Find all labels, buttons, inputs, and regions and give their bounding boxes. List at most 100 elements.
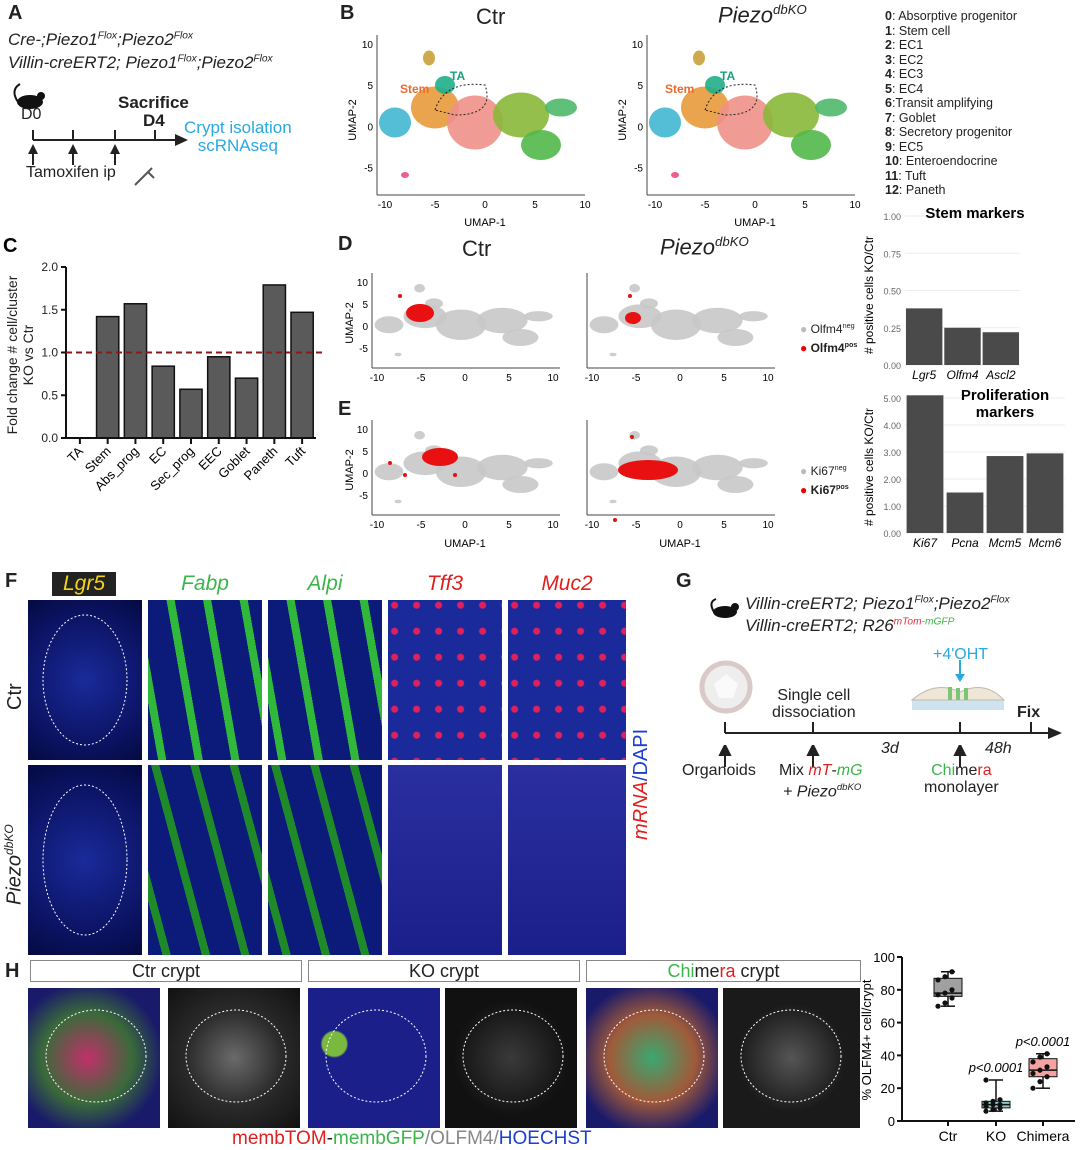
x-tick-label: 10 <box>547 520 559 531</box>
legend-cluster-name: : Absorptive progenitor <box>891 9 1018 23</box>
x-tick-label: 0 <box>462 520 468 531</box>
x-tick-label: Lgr5 <box>912 368 936 382</box>
mouse-icon <box>710 598 739 618</box>
y-tick-label: 0 <box>888 1114 895 1129</box>
legend-cluster-name: : Paneth <box>898 183 946 197</box>
micrograph-alpi-ko <box>268 765 382 955</box>
y-tick-label: -5 <box>359 491 368 502</box>
x-tick-label: Tuft <box>282 443 308 469</box>
umap-cluster <box>414 430 425 440</box>
crypt-micrograph <box>308 988 440 1128</box>
x-tick-label: 5 <box>721 520 727 531</box>
mix-label: Mix mT-mG + PiezodbKO <box>779 762 863 801</box>
umap-cluster <box>681 86 729 129</box>
panel-f-label: F <box>5 570 18 592</box>
tamoxifen-label: Tamoxifen ip <box>26 164 116 181</box>
x-tick-label: Mcm6 <box>1029 536 1062 550</box>
sacrifice-label: Sacrifice <box>118 93 189 112</box>
panel-a-label: A <box>8 2 23 24</box>
monolayer-icon <box>910 687 1006 710</box>
legend-item: 11: Tuft <box>885 169 1017 184</box>
x-tick-label: TA <box>64 443 86 465</box>
y-tick-label: 100 <box>873 950 895 965</box>
x-tick-label: 5 <box>506 373 512 384</box>
legend-cluster-name: :Transit amplifying <box>891 96 993 110</box>
h-caption: membTOM-membGFP/OLFM4/HOECHST <box>232 1128 592 1149</box>
header-ctr-crypt: Ctr crypt <box>30 960 302 982</box>
ta-outline <box>704 83 758 116</box>
umap-cluster <box>717 476 754 493</box>
y-tick-label: 0 <box>637 122 643 133</box>
y-tick-label: 2.00 <box>883 475 901 485</box>
y-tick-label: 5 <box>367 81 373 92</box>
legend-cluster-id: 7 <box>885 110 892 125</box>
data-point <box>949 987 955 993</box>
umap-cluster <box>447 95 503 150</box>
umap-cluster <box>493 92 549 138</box>
data-point <box>983 1108 989 1114</box>
y-axis-label: % OLFM4+ cell/crypt <box>860 979 874 1100</box>
x-tick-label: 0 <box>462 373 468 384</box>
positive-cells <box>453 473 457 477</box>
legend-cluster-name: : EC1 <box>891 38 924 52</box>
legend-cluster-name: : Secretory progenitor <box>891 125 1013 139</box>
stem-annotation: Stem <box>400 82 429 96</box>
p-value-label: p<0.0001 <box>1015 1034 1071 1049</box>
micrograph-fabp-ko <box>148 765 262 955</box>
olfm4-legend: ● Olfm4neg ● Olfm4pos <box>800 321 858 355</box>
micrograph-muc2-ko <box>508 765 626 955</box>
legend-cluster-name: : Tuft <box>898 168 927 183</box>
data-point <box>983 1100 989 1106</box>
bar-lgr5 <box>905 308 943 365</box>
umap-cluster <box>739 458 768 469</box>
crypt-isolation-label: Crypt isolation scRNAseq <box>184 118 292 155</box>
umap-cluster <box>640 298 658 309</box>
y-tick-label: -5 <box>634 164 643 175</box>
data-point <box>942 990 948 996</box>
data-point <box>1030 1085 1036 1091</box>
x-tick-label: Ctr <box>939 1128 958 1144</box>
mrna-dapi-label: mRNA/DAPI <box>630 728 652 840</box>
micrograph-alpi-ctr <box>268 600 382 760</box>
umap-cluster <box>609 499 617 504</box>
data-point <box>997 1102 1003 1108</box>
legend-cluster-id: 3 <box>885 52 892 67</box>
umap-cluster <box>414 283 425 293</box>
ta-annotation: TA <box>720 69 735 83</box>
y-tick-label: -5 <box>364 164 373 175</box>
y-tick-label: -5 <box>359 344 368 355</box>
x-tick-label: 0 <box>482 200 488 211</box>
data-point <box>983 1077 989 1083</box>
umap-cluster <box>763 92 819 138</box>
x-tick-label: -5 <box>632 373 641 384</box>
x-tick-label: 5 <box>532 200 538 211</box>
syringe-icon <box>134 167 155 186</box>
oht-label: +4'OHT <box>933 646 989 663</box>
umap-cluster <box>589 463 619 481</box>
x-tick-label: -5 <box>417 373 426 384</box>
day-4-label: D4 <box>143 111 165 130</box>
y-tick-label: 0 <box>362 469 368 480</box>
x-tick-label: Ascl2 <box>985 368 1016 382</box>
umap-cluster <box>502 476 539 493</box>
positive-cells <box>388 461 392 465</box>
column-title-tff3: Tff3 <box>426 572 464 595</box>
x-tick-label: Olfm4 <box>946 368 978 382</box>
umap-cluster <box>609 352 617 357</box>
positive-cells <box>628 294 632 298</box>
p-value-label: p<0.0001 <box>968 1060 1024 1075</box>
umap-cluster <box>394 499 402 504</box>
umap-cluster <box>423 50 435 66</box>
y-tick-label: 80 <box>881 983 895 998</box>
legend-item: 4: EC3 <box>885 67 1017 82</box>
y-tick-label: 0.25 <box>883 324 901 334</box>
y-axis-label: # positive cells KO/Ctr <box>862 408 876 526</box>
data-point <box>1037 1067 1043 1073</box>
x-axis-label: UMAP-1 <box>734 217 776 229</box>
x-tick-label: 5 <box>802 200 808 211</box>
ki67-legend: ● Ki67neg ● Ki67pos <box>800 463 849 497</box>
legend-cluster-id: 0 <box>885 9 892 23</box>
legend-cluster-name: : Stem cell <box>891 23 951 38</box>
x-tick-label: 0 <box>677 373 683 384</box>
